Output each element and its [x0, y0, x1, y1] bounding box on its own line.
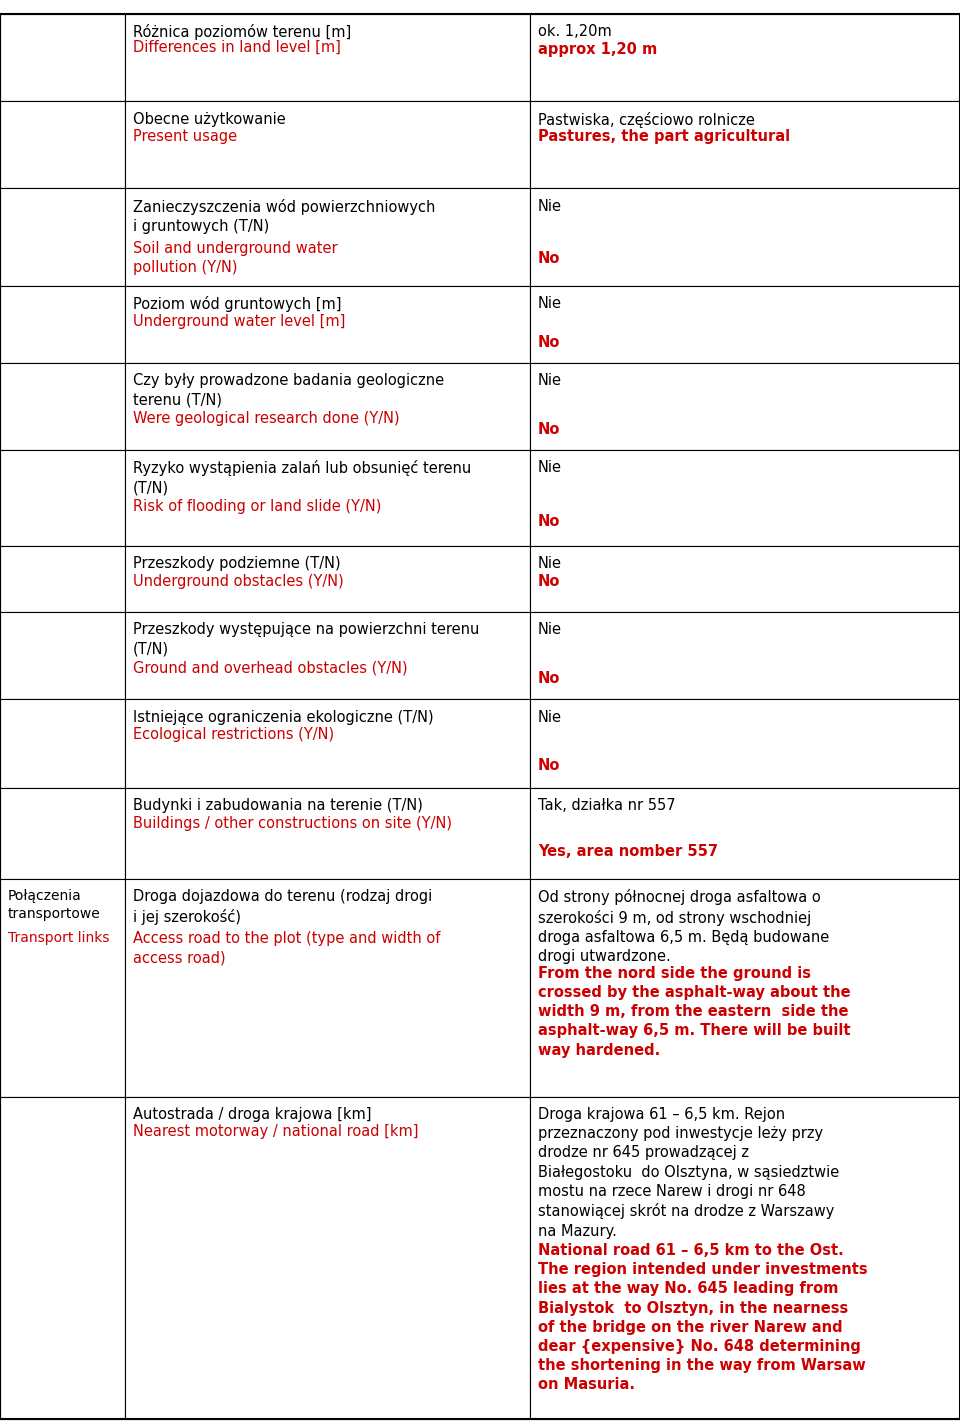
Bar	[125, 286, 530, 363]
Bar	[125, 101, 530, 188]
Bar	[0, 450, 125, 545]
Bar	[0, 14, 125, 101]
Bar	[530, 787, 960, 879]
Text: No: No	[538, 335, 561, 350]
Bar	[530, 1096, 960, 1418]
Text: approx 1,20 m: approx 1,20 m	[538, 41, 658, 57]
Text: Obecne użytkowanie: Obecne użytkowanie	[133, 111, 286, 127]
Text: Pastwiska, częściowo rolnicze: Pastwiska, częściowo rolnicze	[538, 111, 755, 128]
Bar	[125, 363, 530, 450]
Bar	[530, 101, 960, 188]
Text: No: No	[538, 759, 561, 773]
Text: Różnica poziomów terenu [m]: Różnica poziomów terenu [m]	[133, 24, 351, 40]
Text: Przeszkody podziemne (T/N): Przeszkody podziemne (T/N)	[133, 557, 341, 571]
Bar	[0, 101, 125, 188]
Bar	[0, 787, 125, 879]
Text: Present usage: Present usage	[133, 130, 237, 144]
Text: Istniejące ograniczenia ekologiczne (T/N): Istniejące ograniczenia ekologiczne (T/N…	[133, 709, 434, 725]
Bar	[530, 363, 960, 450]
Bar	[125, 14, 530, 101]
Text: Transport links: Transport links	[8, 931, 109, 946]
Bar	[0, 188, 125, 286]
Text: No: No	[538, 671, 561, 686]
Text: Nie: Nie	[538, 557, 562, 571]
Text: Access road to the plot (type and width of
access road): Access road to the plot (type and width …	[133, 931, 441, 965]
Text: Ecological restrictions (Y/N): Ecological restrictions (Y/N)	[133, 728, 334, 742]
Bar	[0, 363, 125, 450]
Bar	[530, 286, 960, 363]
Text: No: No	[538, 574, 561, 588]
Text: Autostrada / droga krajowa [km]: Autostrada / droga krajowa [km]	[133, 1106, 372, 1122]
Bar	[125, 450, 530, 545]
Text: ok. 1,20m: ok. 1,20m	[538, 24, 612, 40]
Text: Zanieczyszczenia wód powierzchniowych
i gruntowych (T/N): Zanieczyszczenia wód powierzchniowych i …	[133, 199, 436, 234]
Bar	[0, 699, 125, 787]
Text: Differences in land level [m]: Differences in land level [m]	[133, 40, 341, 56]
Bar	[530, 450, 960, 545]
Text: Soil and underground water
pollution (Y/N): Soil and underground water pollution (Y/…	[133, 241, 338, 275]
Bar	[530, 545, 960, 612]
Bar	[530, 14, 960, 101]
Bar	[125, 879, 530, 1096]
Text: Czy były prowadzone badania geologiczne
terenu (T/N): Czy były prowadzone badania geologiczne …	[133, 373, 444, 407]
Text: No: No	[538, 514, 561, 530]
Text: Underground obstacles (Y/N): Underground obstacles (Y/N)	[133, 574, 344, 588]
Text: Przeszkody występujące na powierzchni terenu
(T/N): Przeszkody występujące na powierzchni te…	[133, 622, 479, 656]
Bar	[0, 1096, 125, 1418]
Bar	[125, 188, 530, 286]
Text: Ryzyko wystąpienia zalań lub obsunięć terenu
(T/N): Ryzyko wystąpienia zalań lub obsunięć te…	[133, 460, 471, 496]
Bar	[125, 787, 530, 879]
Bar	[530, 188, 960, 286]
Text: No: No	[538, 251, 561, 266]
Text: Pastures, the part agricultural: Pastures, the part agricultural	[538, 130, 790, 144]
Text: No: No	[538, 422, 561, 437]
Text: Risk of flooding or land slide (Y/N): Risk of flooding or land slide (Y/N)	[133, 498, 381, 514]
Text: National road 61 – 6,5 km to the Ost.
The region intended under investments
lies: National road 61 – 6,5 km to the Ost. Th…	[538, 1243, 868, 1393]
Bar	[530, 879, 960, 1096]
Text: Tak, działka nr 557: Tak, działka nr 557	[538, 799, 676, 813]
Text: Droga dojazdowa do terenu (rodzaj drogi
i jej szerokość): Droga dojazdowa do terenu (rodzaj drogi …	[133, 889, 432, 924]
Bar	[530, 612, 960, 699]
Text: Nearest motorway / national road [km]: Nearest motorway / national road [km]	[133, 1125, 419, 1139]
Bar	[125, 545, 530, 612]
Text: Poziom wód gruntowych [m]: Poziom wód gruntowych [m]	[133, 296, 342, 312]
Text: Od strony północnej droga asfaltowa o
szerokości 9 m, od strony wschodniej
droga: Od strony północnej droga asfaltowa o sz…	[538, 889, 829, 964]
Text: Budynki i zabudowania na terenie (T/N): Budynki i zabudowania na terenie (T/N)	[133, 799, 422, 813]
Text: Ground and overhead obstacles (Y/N): Ground and overhead obstacles (Y/N)	[133, 661, 408, 676]
Bar	[0, 286, 125, 363]
Text: Nie: Nie	[538, 199, 562, 214]
Bar	[125, 612, 530, 699]
Bar	[0, 879, 125, 1096]
Text: Nie: Nie	[538, 622, 562, 638]
Bar	[0, 545, 125, 612]
Text: Droga krajowa 61 – 6,5 km. Rejon
przeznaczony pod inwestycje leży przy
drodze nr: Droga krajowa 61 – 6,5 km. Rejon przezna…	[538, 1106, 839, 1239]
Text: Yes, area nomber 557: Yes, area nomber 557	[538, 844, 718, 859]
Text: Nie: Nie	[538, 296, 562, 312]
Bar	[530, 699, 960, 787]
Bar	[0, 612, 125, 699]
Text: Nie: Nie	[538, 373, 562, 389]
Text: Nie: Nie	[538, 709, 562, 725]
Text: Połączenia
transportowe: Połączenia transportowe	[8, 889, 101, 921]
Text: From the nord side the ground is
crossed by the asphalt-way about the
width 9 m,: From the nord side the ground is crossed…	[538, 965, 851, 1058]
Text: Nie: Nie	[538, 460, 562, 476]
Bar	[125, 1096, 530, 1418]
Text: Buildings / other constructions on site (Y/N): Buildings / other constructions on site …	[133, 816, 452, 830]
Text: Were geological research done (Y/N): Were geological research done (Y/N)	[133, 412, 399, 426]
Text: Underground water level [m]: Underground water level [m]	[133, 313, 346, 329]
Bar	[125, 699, 530, 787]
